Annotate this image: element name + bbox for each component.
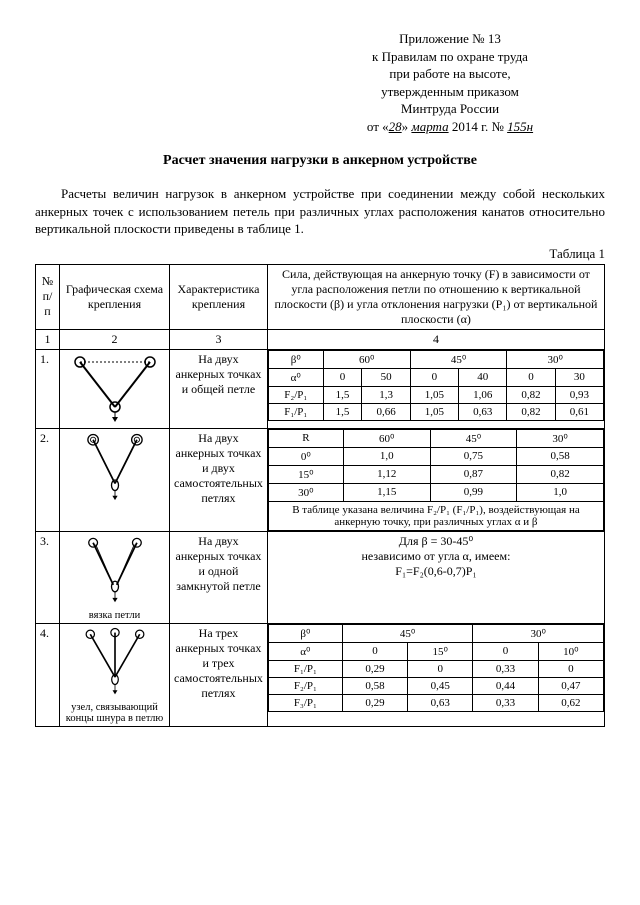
row-num: 4.	[36, 623, 60, 726]
colnum: 4	[267, 329, 604, 349]
date-line: от «28» марта 2014 г. № 155н	[295, 118, 605, 136]
scheme-cell	[60, 428, 170, 531]
main-table: № п/п Графическая схема крепления Характ…	[35, 264, 605, 727]
formula-cell: Для β = 30-45⁰ независимо от угла α, име…	[267, 531, 604, 623]
inner-table-2: R 60⁰ 45⁰ 30⁰ 0⁰ 1,00,750,58 15⁰ 1,120,8…	[268, 429, 604, 531]
row-num: 2.	[36, 428, 60, 531]
header-line: Минтруда России	[295, 100, 605, 118]
data-cell: β⁰ 45⁰ 30⁰ α⁰ 0 15⁰ 0 10⁰ F₁/P₁ 0,2900,3…	[267, 623, 604, 726]
colnum: 2	[60, 329, 170, 349]
table-label: Таблица 1	[35, 246, 605, 262]
char-cell: На двух анкерных точках и двух самостоят…	[170, 428, 268, 531]
data-cell: β⁰ 60⁰ 45⁰ 30⁰ α⁰ 0 50 0 40 0 30 F₂/P₁ 1…	[267, 349, 604, 428]
header-line: к Правилам по охране труда	[295, 48, 605, 66]
header-line: утвержденным приказом	[295, 83, 605, 101]
inner-table-4: β⁰ 45⁰ 30⁰ α⁰ 0 15⁰ 0 10⁰ F₁/P₁ 0,2900,3…	[268, 624, 604, 712]
char-cell: На двух анкерных точках и одной замкнуто…	[170, 531, 268, 623]
header-line: Приложение № 13	[295, 30, 605, 48]
char-cell: На двух анкерных точках и общей петле	[170, 349, 268, 428]
header-line: при работе на высоте,	[295, 65, 605, 83]
col-force: Сила, действующая на анкерную точку (F) …	[267, 264, 604, 329]
diagram-icon	[65, 431, 165, 501]
colnum: 1	[36, 329, 60, 349]
scheme-cell	[60, 349, 170, 428]
char-cell: На трех анкерных точках и трех самостоят…	[170, 623, 268, 726]
date-month: марта	[411, 119, 448, 134]
col-char: Характеристика крепления	[170, 264, 268, 329]
row-num: 3.	[36, 531, 60, 623]
colnum: 3	[170, 329, 268, 349]
diagram-caption: узел, связывающий концы шнура в петлю	[64, 702, 165, 724]
header-block: Приложение № 13 к Правилам по охране тру…	[295, 30, 605, 135]
page-title: Расчет значения нагрузки в анкерном устр…	[35, 153, 605, 169]
inner-table-1: β⁰ 60⁰ 45⁰ 30⁰ α⁰ 0 50 0 40 0 30 F₂/P₁ 1…	[268, 350, 604, 421]
scheme-cell: вязка петли	[60, 531, 170, 623]
intro-text: Расчеты величин нагрузок в анкерном устр…	[35, 185, 605, 238]
diagram-icon	[65, 534, 165, 604]
data-cell: R 60⁰ 45⁰ 30⁰ 0⁰ 1,00,750,58 15⁰ 1,120,8…	[267, 428, 604, 531]
diagram-icon	[65, 626, 165, 696]
diagram-icon	[65, 352, 165, 422]
note-text: В таблице указана величина F₂/P₁ (F₁/P₁)…	[268, 501, 603, 530]
scheme-cell: узел, связывающий концы шнура в петлю	[60, 623, 170, 726]
date-day: 28	[389, 119, 402, 134]
col-scheme: Графическая схема крепления	[60, 264, 170, 329]
col-num: № п/п	[36, 264, 60, 329]
row-num: 1.	[36, 349, 60, 428]
date-num: 155н	[507, 119, 533, 134]
diagram-caption: вязка петли	[64, 610, 165, 621]
